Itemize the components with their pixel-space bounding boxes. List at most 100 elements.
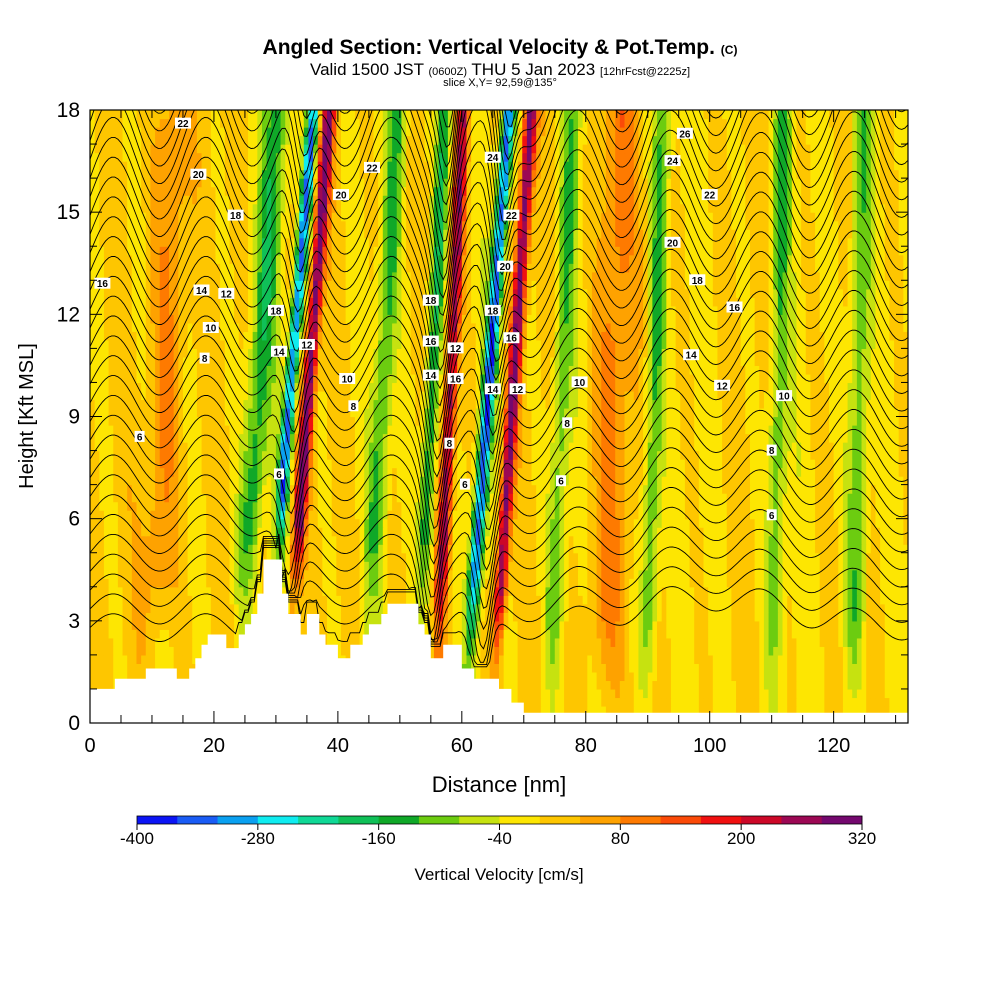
velocity-cell	[624, 705, 630, 716]
velocity-cell	[117, 493, 124, 503]
velocity-cell	[508, 595, 514, 605]
velocity-cell	[875, 671, 881, 682]
velocity-cell	[159, 493, 165, 503]
velocity-cell	[285, 561, 291, 571]
velocity-cell	[550, 501, 556, 511]
velocity-cell	[108, 654, 114, 664]
velocity-cell	[573, 578, 579, 588]
velocity-cell	[271, 544, 277, 554]
velocity-cell	[610, 603, 616, 613]
velocity-cell	[675, 578, 681, 588]
velocity-cell	[559, 620, 565, 630]
velocity-cell	[526, 561, 533, 571]
velocity-cell	[252, 595, 258, 605]
velocity-cell	[573, 680, 579, 690]
velocity-cell	[568, 646, 574, 656]
velocity-cell	[759, 646, 765, 656]
velocity-cell	[406, 501, 412, 511]
velocity-cell	[694, 595, 700, 605]
velocity-cell	[861, 671, 867, 682]
velocity-cell	[345, 586, 351, 596]
velocity-cell	[178, 586, 184, 596]
velocity-cell	[94, 646, 100, 656]
velocity-cell	[512, 510, 519, 520]
velocity-cell	[117, 637, 124, 647]
velocity-cell	[898, 578, 904, 588]
velocity-cell	[90, 535, 96, 545]
velocity-cell	[317, 578, 323, 588]
velocity-cell	[852, 569, 858, 579]
velocity-cell	[638, 484, 644, 494]
velocity-cell	[471, 646, 477, 656]
velocity-cell	[224, 493, 231, 503]
velocity-cell	[368, 518, 375, 528]
velocity-cell	[178, 561, 184, 571]
velocity-cell	[224, 501, 231, 511]
velocity-cell	[512, 569, 519, 579]
velocity-cell	[136, 476, 142, 486]
velocity-cell	[819, 671, 825, 682]
velocity-cell	[582, 493, 588, 503]
velocity-cell	[99, 629, 105, 639]
velocity-cell	[345, 535, 351, 545]
velocity-cell	[117, 629, 124, 639]
velocity-cell	[717, 688, 723, 699]
velocity-cell	[382, 501, 389, 511]
velocity-cell	[99, 586, 105, 596]
velocity-cell	[229, 612, 235, 622]
velocity-cell	[564, 654, 570, 664]
velocity-cell	[90, 612, 96, 622]
velocity-cell	[503, 646, 509, 656]
velocity-cell	[689, 620, 695, 630]
velocity-cell	[564, 620, 570, 630]
velocity-cell	[447, 578, 454, 588]
velocity-cell	[582, 671, 588, 682]
velocity-cell	[466, 552, 472, 562]
velocity-cell	[499, 552, 505, 562]
velocity-cell	[736, 552, 742, 562]
velocity-cell	[875, 654, 881, 664]
velocity-cell	[870, 705, 877, 716]
velocity-cell	[568, 535, 574, 545]
velocity-cell	[698, 705, 705, 716]
velocity-cell	[861, 663, 867, 673]
velocity-cell	[99, 552, 105, 562]
velocity-cell	[633, 595, 640, 605]
velocity-cell	[410, 561, 416, 571]
velocity-cell	[689, 578, 695, 588]
velocity-cell	[508, 510, 514, 520]
velocity-cell	[605, 637, 612, 647]
velocity-cell	[861, 620, 867, 630]
velocity-cell	[285, 476, 291, 486]
velocity-cell	[387, 595, 393, 605]
velocity-cell	[178, 646, 184, 656]
velocity-cell	[206, 535, 212, 545]
velocity-cell	[856, 646, 863, 656]
velocity-cell	[94, 493, 100, 503]
velocity-cell	[447, 561, 454, 571]
velocity-cell	[740, 544, 746, 554]
velocity-cell	[187, 510, 193, 520]
velocity-cell	[633, 620, 640, 630]
velocity-cell	[522, 688, 528, 699]
velocity-cell	[810, 544, 816, 554]
velocity-cell	[122, 637, 128, 647]
velocity-cell	[791, 671, 798, 682]
velocity-cell	[898, 688, 904, 699]
velocity-cell	[187, 646, 193, 656]
velocity-cell	[591, 535, 598, 545]
velocity-cell	[210, 527, 217, 537]
velocity-cell	[485, 620, 491, 630]
velocity-cell	[791, 544, 798, 554]
velocity-cell	[99, 654, 105, 664]
velocity-cell	[749, 510, 756, 520]
velocity-cell	[898, 603, 904, 613]
velocity-cell	[596, 518, 602, 528]
velocity-cell	[485, 637, 491, 647]
velocity-cell	[866, 663, 872, 673]
velocity-cell	[345, 629, 351, 639]
velocity-cell	[573, 586, 579, 596]
velocity-cell	[201, 493, 207, 503]
velocity-cell	[615, 501, 621, 511]
velocity-cell	[796, 705, 802, 716]
